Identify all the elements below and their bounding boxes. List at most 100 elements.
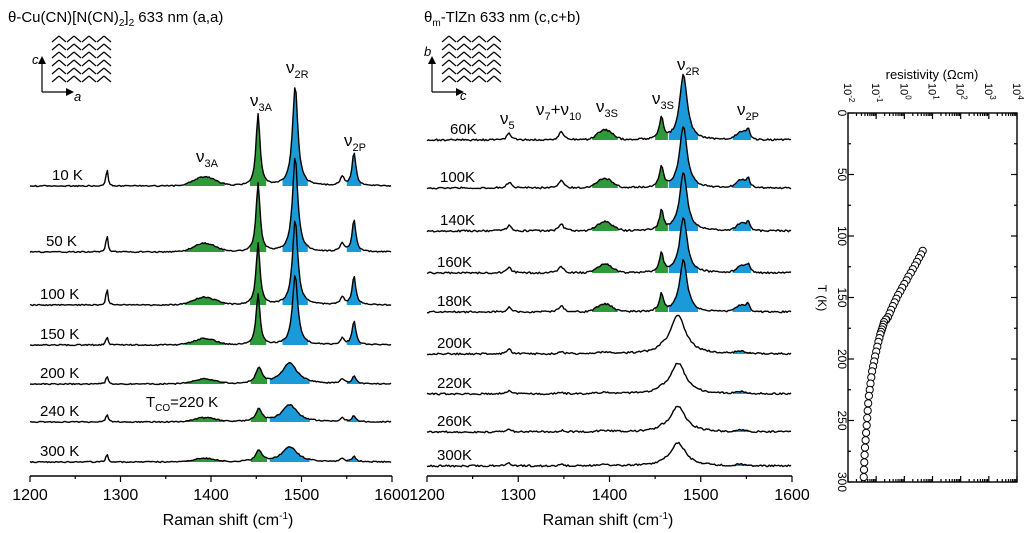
resistivity-point bbox=[862, 421, 871, 430]
spectrum-trace bbox=[29, 87, 392, 188]
resistivity-point bbox=[859, 473, 868, 482]
spectrum-trace bbox=[426, 73, 792, 142]
y-tick-label: 0 bbox=[835, 110, 849, 117]
axis-b-label: b bbox=[424, 44, 431, 59]
x-tick-label: 1600 bbox=[774, 487, 810, 504]
peak-label: ν5 bbox=[500, 109, 515, 132]
blue-peak-fill bbox=[732, 126, 751, 140]
green-peak-fill bbox=[655, 114, 668, 140]
green-peak-fill bbox=[655, 291, 668, 312]
spectrum-trace bbox=[426, 259, 792, 314]
spectrum-trace bbox=[426, 314, 792, 356]
spectrum-trace bbox=[426, 405, 792, 434]
green-peak-fill bbox=[592, 264, 618, 273]
temperature-label: 260K bbox=[437, 413, 472, 430]
panel-b-x-axis: 1200 1300 1400 1500 1600 bbox=[409, 475, 810, 504]
panel-a-xlabel: Raman shift (cm-1) bbox=[163, 511, 294, 529]
y-tick-label: 100 bbox=[835, 226, 849, 246]
blue-peak-fill bbox=[282, 156, 308, 252]
blue-peak-fill bbox=[282, 86, 308, 186]
green-peak-fill bbox=[655, 251, 668, 273]
panel-b-xlabel: Raman shift (cm-1) bbox=[543, 511, 674, 529]
resistivity-point bbox=[860, 458, 869, 467]
peak-label: ν3S bbox=[596, 97, 618, 120]
spectrum-trace bbox=[426, 126, 792, 190]
green-peak-fill bbox=[250, 407, 268, 422]
peak-label: ν3S bbox=[652, 89, 674, 112]
green-peak-fill bbox=[184, 338, 225, 345]
y-tick-label: 50 bbox=[835, 168, 849, 182]
green-peak-fill bbox=[184, 176, 225, 186]
temperature-label: 100 K bbox=[40, 286, 79, 303]
panel-a-x-axis: 1200 1300 1400 1500 1600 bbox=[12, 475, 410, 504]
peak-label: ν7+ν10 bbox=[536, 100, 581, 123]
green-peak-fill bbox=[184, 378, 225, 384]
axis-c2-label: c bbox=[460, 88, 467, 103]
temperature-label: 240 K bbox=[40, 403, 79, 420]
x-tick-label: 1300 bbox=[500, 487, 536, 504]
temperature-label: 100K bbox=[440, 169, 475, 186]
resistivity-point bbox=[860, 450, 869, 459]
blue-peak-fill bbox=[282, 274, 308, 345]
resistivity-point bbox=[863, 413, 872, 423]
temperature-label: 150 K bbox=[40, 326, 79, 343]
spectrum-trace bbox=[29, 446, 392, 464]
panel-a-axes-icon: c a bbox=[32, 52, 81, 104]
blue-peak-fill bbox=[282, 220, 308, 305]
log-tick-label: 103 bbox=[982, 83, 997, 100]
temperature-label: 160K bbox=[437, 254, 472, 271]
temperature-label: 300K bbox=[437, 447, 472, 464]
panel-b-lattice-icon bbox=[441, 35, 502, 83]
x-tick-label: 1500 bbox=[284, 487, 320, 504]
blue-peak-fill bbox=[269, 362, 310, 384]
log-tick-label: 102 bbox=[954, 83, 969, 100]
spectrum-trace bbox=[29, 275, 392, 347]
panel-b-title: θm-TlZn 633 nm (c,c+b) bbox=[424, 9, 580, 29]
blue-peak-fill bbox=[269, 446, 310, 462]
panel-c-frame bbox=[847, 112, 1018, 483]
green-peak-fill bbox=[250, 449, 268, 462]
x-tick-label: 1600 bbox=[374, 487, 410, 504]
green-peak-fill bbox=[184, 296, 225, 305]
peak-label: ν2P bbox=[737, 100, 759, 123]
spectrum-trace bbox=[29, 361, 392, 386]
temperature-label: 60K bbox=[450, 121, 477, 138]
y-tick-label: 150 bbox=[835, 287, 849, 307]
axis-c-label: c bbox=[32, 52, 39, 67]
temperature-label: 200 K bbox=[40, 365, 79, 382]
panel-b-spectra: 60K 100K 140K 160K 180K 200K 220K 260K 300K ν5 ν7+… bbox=[426, 55, 792, 468]
green-peak-fill bbox=[250, 367, 268, 384]
spectrum-trace bbox=[426, 362, 792, 396]
green-peak-fill bbox=[655, 209, 668, 231]
resistivity-point bbox=[864, 399, 873, 408]
y-tick-label: 200 bbox=[835, 349, 849, 369]
temperature-label: 180K bbox=[437, 293, 472, 310]
log-tick-label: 10-2 bbox=[841, 83, 856, 103]
temperature-axis-label: T (K) bbox=[815, 285, 829, 311]
panel-a-title: θ-Cu(CN)[N(CN)2]2 633 nm (a,a) bbox=[8, 9, 223, 29]
log-tick-label: 101 bbox=[926, 83, 941, 100]
spectrum-trace bbox=[29, 403, 392, 424]
spectrum-trace bbox=[426, 441, 792, 468]
resistivity-point bbox=[859, 465, 869, 474]
peak-label: ν2R bbox=[286, 58, 309, 81]
green-peak-fill bbox=[184, 457, 225, 462]
resistivity-point bbox=[862, 428, 871, 437]
peak-label: ν3A bbox=[196, 147, 219, 170]
green-peak-fill bbox=[655, 164, 668, 188]
x-tick-label: 1500 bbox=[683, 487, 719, 504]
temperature-label: 140K bbox=[440, 212, 475, 229]
spectrum-trace bbox=[426, 217, 792, 275]
y-tick-label: 250 bbox=[835, 410, 849, 430]
blue-peak-fill bbox=[732, 261, 751, 273]
peak-label: ν3A bbox=[250, 91, 273, 114]
axis-a-label: a bbox=[74, 89, 81, 104]
peak-label: ν2R bbox=[677, 55, 700, 78]
peak-label: ν2P bbox=[344, 131, 366, 154]
green-peak-fill bbox=[184, 242, 225, 252]
x-tick-label: 1200 bbox=[409, 487, 445, 504]
temperature-label: 10 K bbox=[52, 167, 83, 184]
blue-peak-fill bbox=[269, 404, 310, 422]
panel-a-spectra: 10 K 50 K 100 K 150 K 200 K 240 K 300 K ν3A ν3A ν… bbox=[29, 58, 392, 464]
